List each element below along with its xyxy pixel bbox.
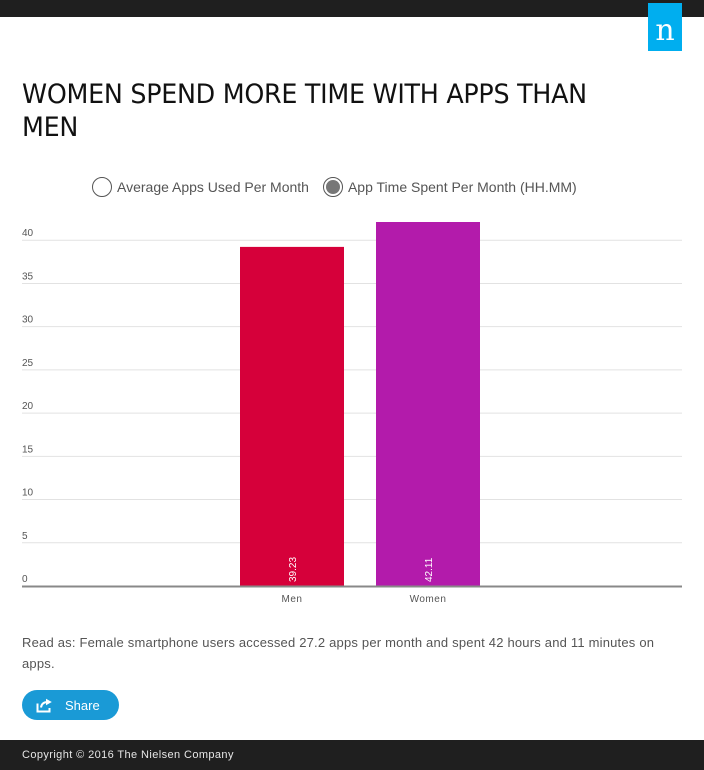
radio-unselected-icon[interactable] — [92, 177, 112, 197]
chart-title: WOMEN SPEND MORE TIME WITH APPS THAN MEN — [22, 79, 587, 143]
bar-women — [376, 222, 480, 586]
y-tick-label: 30 — [22, 315, 34, 326]
bar-men — [240, 246, 344, 586]
footer: Copyright © 2016 The Nielsen Company — [0, 740, 704, 770]
radio-selected-icon[interactable] — [322, 177, 343, 197]
share-icon — [36, 698, 52, 712]
nielsen-logo: n — [648, 3, 682, 51]
top-bar — [0, 0, 704, 17]
x-tick-label: Men — [282, 594, 303, 605]
toggle-app-time-label: App Time Spent Per Month (HH.MM) — [347, 179, 577, 195]
toggle-app-time[interactable]: App Time Spent Per Month (HH.MM) — [322, 177, 577, 197]
bar-chart: 0 5 10 15 20 25 30 35 40 39.23 Men 42.11 Women — [22, 222, 682, 605]
logo-letter: n — [655, 13, 675, 48]
y-tick-label: 25 — [22, 358, 34, 369]
read-as-note: Read as: Female smartphone users accesse… — [22, 635, 655, 671]
toggle-average-apps-label: Average Apps Used Per Month — [117, 179, 309, 195]
metric-toggle-group: Average Apps Used Per Month App Time Spe… — [92, 176, 591, 198]
toggle-average-apps[interactable]: Average Apps Used Per Month — [92, 177, 309, 197]
share-label: Share — [65, 697, 100, 713]
y-tick-label: 5 — [22, 531, 28, 542]
share-button[interactable]: Share — [22, 690, 119, 720]
y-tick-label: 20 — [22, 401, 34, 412]
y-tick-label: 15 — [22, 444, 34, 455]
x-tick-label: Women — [410, 594, 447, 605]
y-tick-label: 40 — [22, 228, 34, 239]
y-tick-label: 10 — [22, 488, 34, 499]
copyright-text: Copyright © 2016 The Nielsen Company — [22, 749, 234, 761]
y-tick-label: 0 — [22, 574, 28, 585]
bar-value-label: 39.23 — [288, 557, 299, 582]
y-tick-label: 35 — [22, 271, 34, 282]
bar-value-label: 42.11 — [424, 557, 435, 582]
